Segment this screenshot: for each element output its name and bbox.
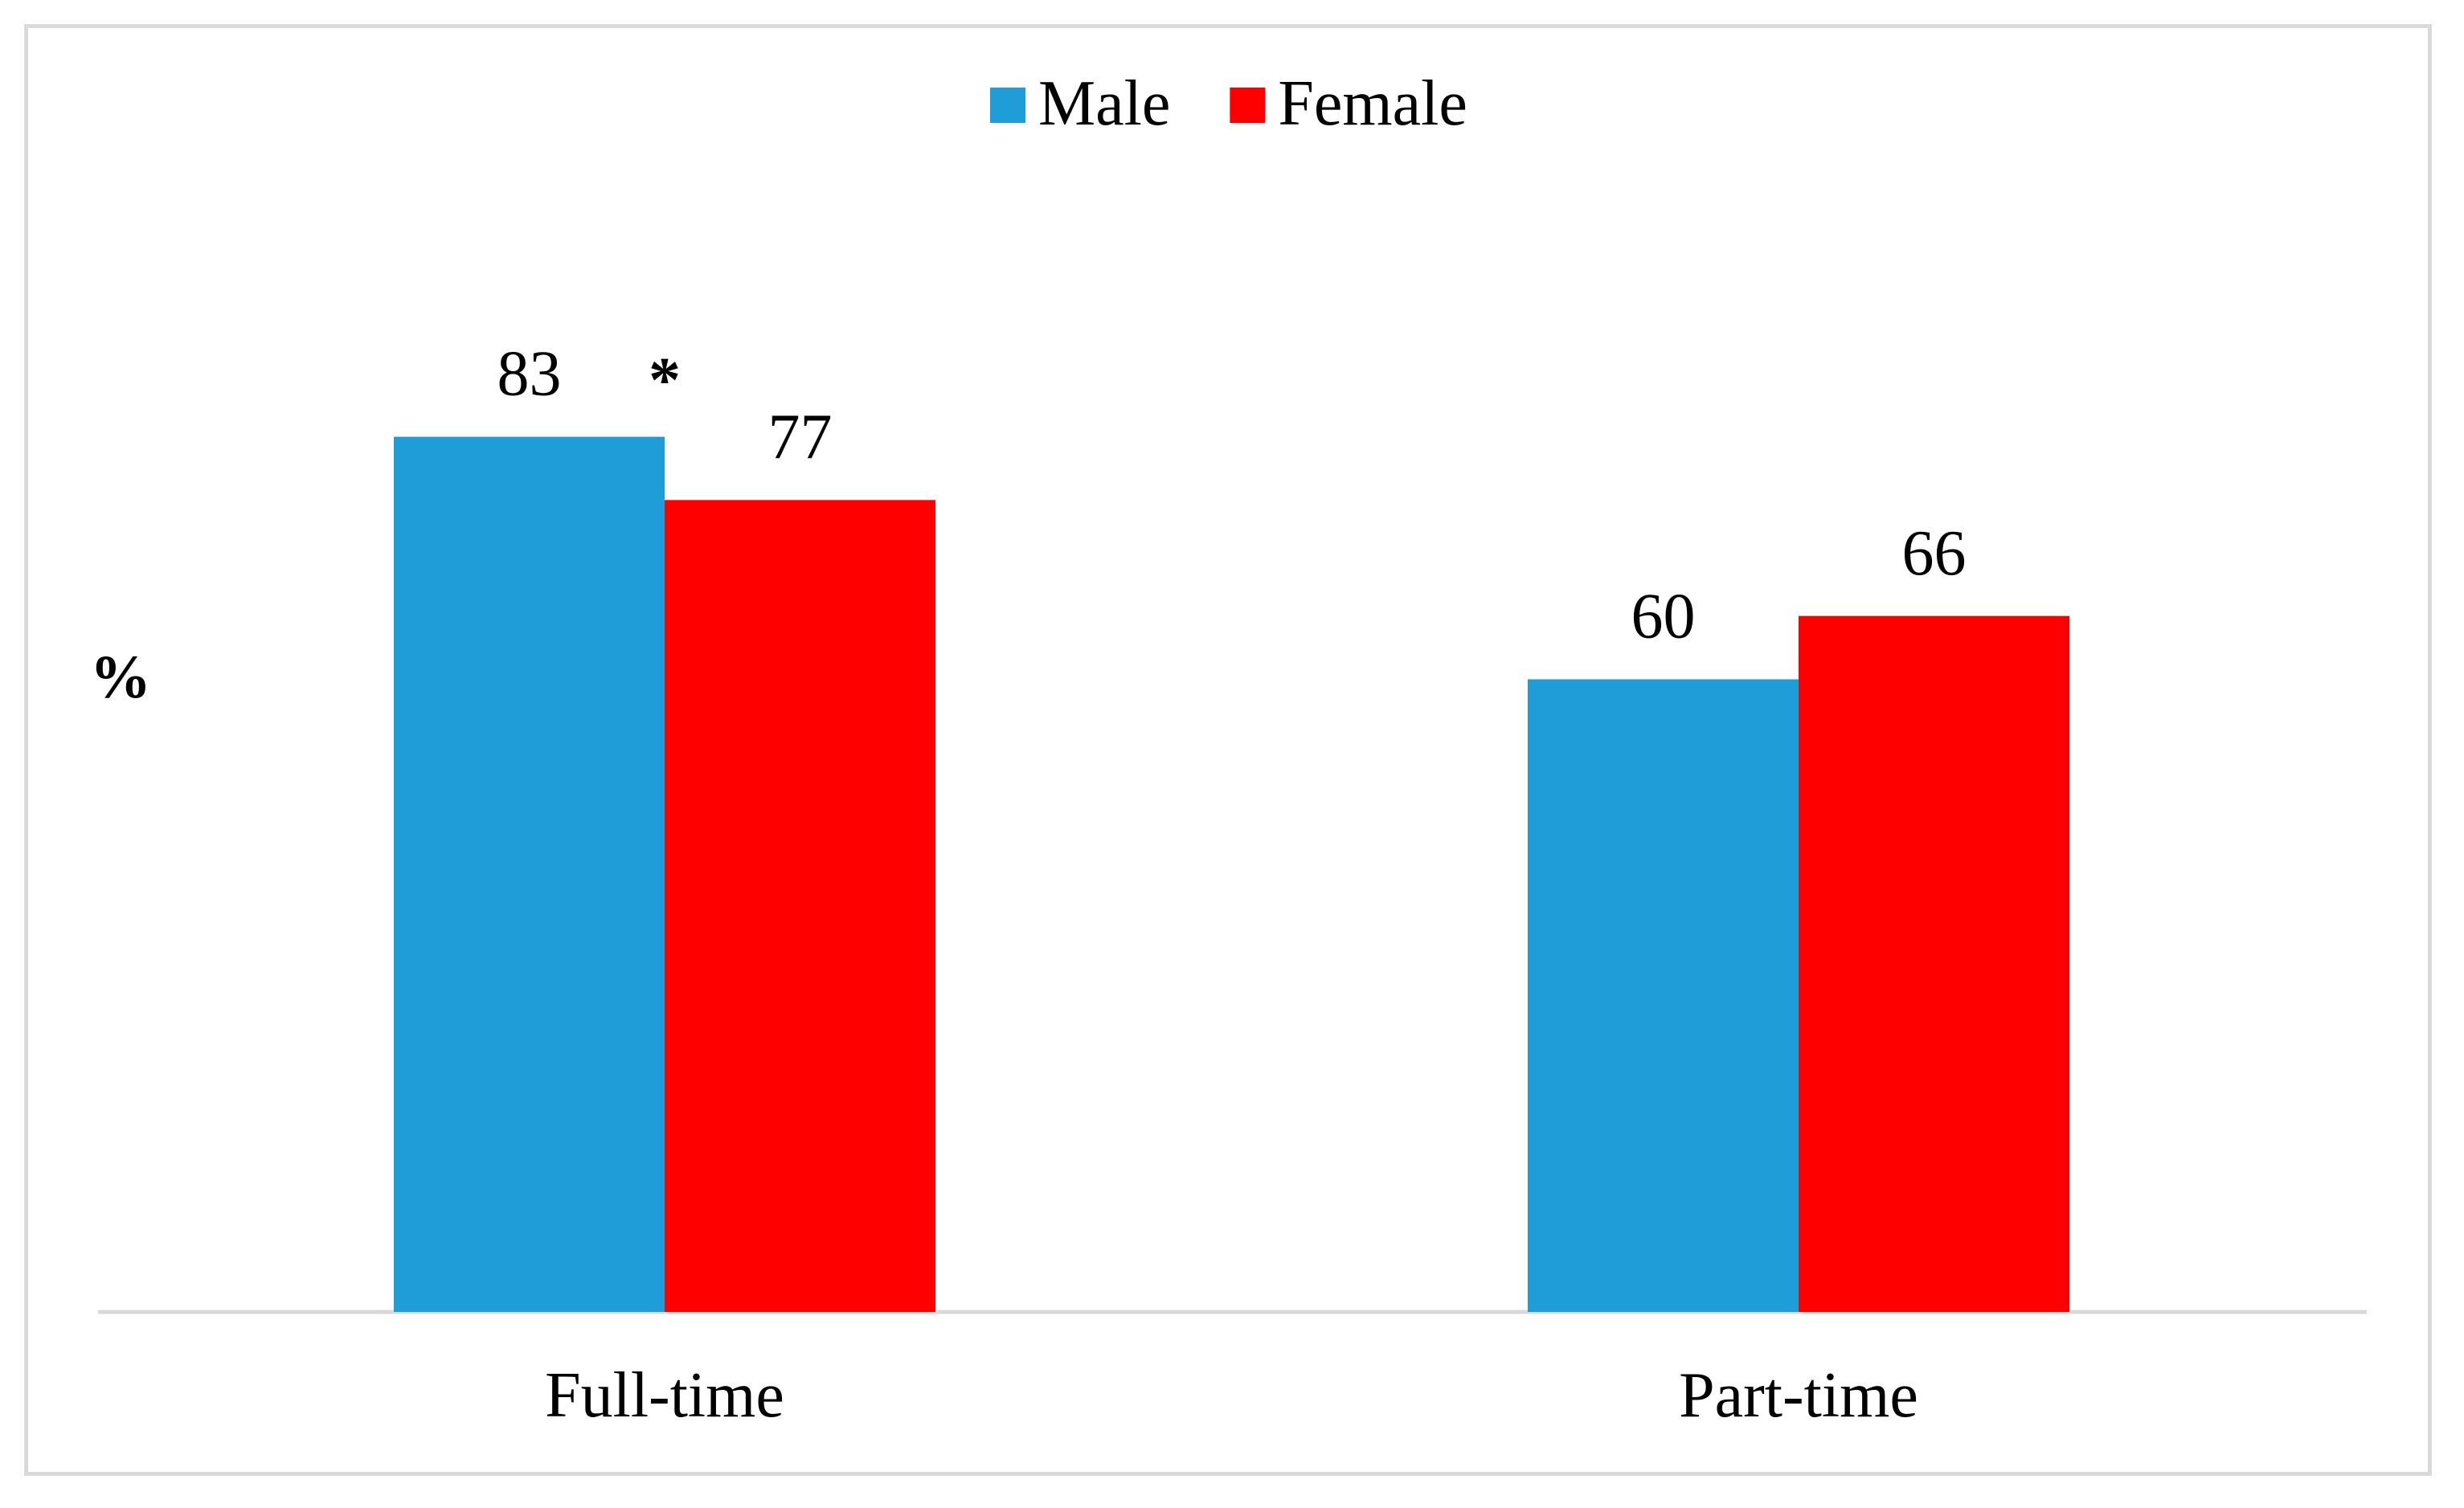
value-label-male-part-time: 60 (1631, 582, 1696, 652)
value-label-female-part-time: 66 (1902, 518, 1967, 589)
value-label-female-full-time: 77 (768, 402, 833, 472)
legend-swatch-female (1230, 88, 1266, 123)
annotations: * (649, 345, 681, 416)
significance-marker: * (649, 345, 681, 416)
legend-label-male: Male (1038, 68, 1170, 139)
chart-frame (24, 24, 2432, 1476)
value-labels: 83 77 60 66 (497, 339, 1967, 652)
bars (394, 436, 2069, 1312)
y-axis-label: % (90, 644, 151, 711)
legend: Male Female (990, 68, 1467, 139)
bar-male-part-time (1528, 679, 1799, 1312)
category-label-full-time: Full-time (545, 1360, 784, 1431)
bar-male-full-time (394, 436, 665, 1312)
bar-female-full-time (665, 500, 935, 1312)
legend-label-female: Female (1278, 68, 1467, 139)
legend-swatch-male (990, 88, 1025, 123)
value-label-male-full-time: 83 (497, 339, 562, 410)
category-label-part-time: Part-time (1679, 1360, 1918, 1431)
bar-female-part-time (1799, 615, 2069, 1312)
category-labels: Full-time Part-time (545, 1360, 1918, 1431)
